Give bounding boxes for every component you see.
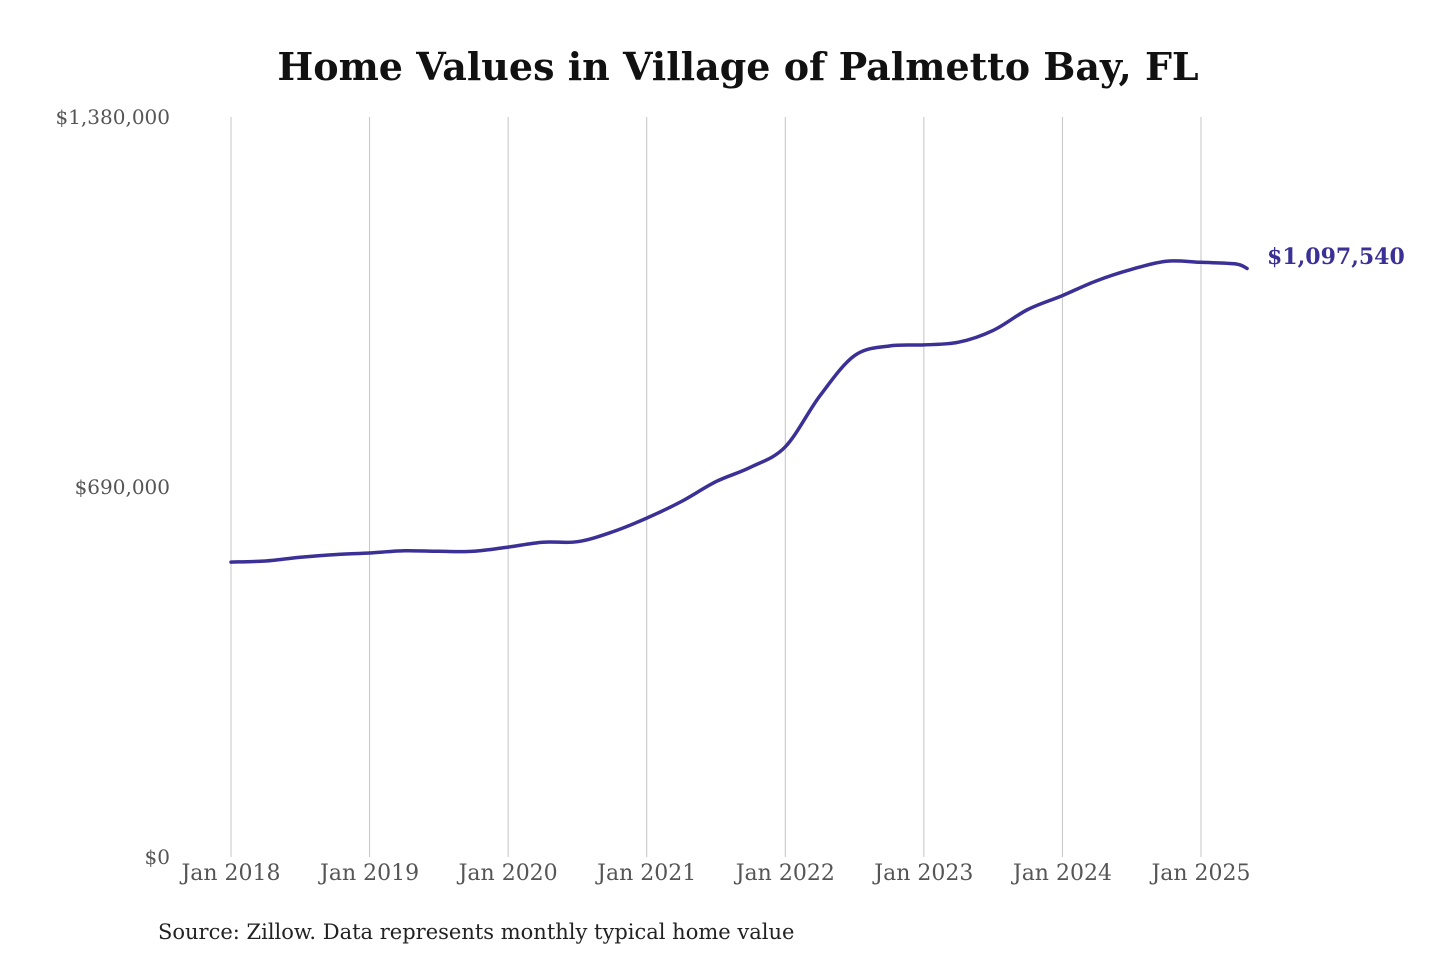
x-tick-label: Jan 2024	[1011, 861, 1112, 886]
x-tick-label: Jan 2023	[872, 861, 973, 886]
x-tick-label: Jan 2021	[595, 861, 696, 886]
y-tick-label: $0	[145, 845, 170, 869]
end-value-label: $1,097,540	[1267, 244, 1405, 270]
y-tick-label: $1,380,000	[55, 105, 170, 129]
x-tick-label: Jan 2018	[179, 861, 280, 886]
x-tick-label: Jan 2025	[1149, 861, 1250, 886]
source-note: Source: Zillow. Data represents monthly …	[158, 920, 794, 944]
x-tick-label: Jan 2020	[457, 861, 558, 886]
y-tick-label: $690,000	[75, 475, 170, 499]
home-value-line	[229, 259, 1249, 564]
chart-title: Home Values in Village of Palmetto Bay, …	[277, 44, 1198, 89]
gridlines	[230, 117, 1202, 857]
x-tick-label: Jan 2022	[734, 861, 835, 886]
x-tick-label: Jan 2019	[318, 861, 419, 886]
y-axis-ticks: $1,380,000 $690,000 $0	[55, 105, 170, 869]
x-axis-ticks: Jan 2018 Jan 2019 Jan 2020 Jan 2021 Jan 2022…	[179, 861, 1250, 886]
